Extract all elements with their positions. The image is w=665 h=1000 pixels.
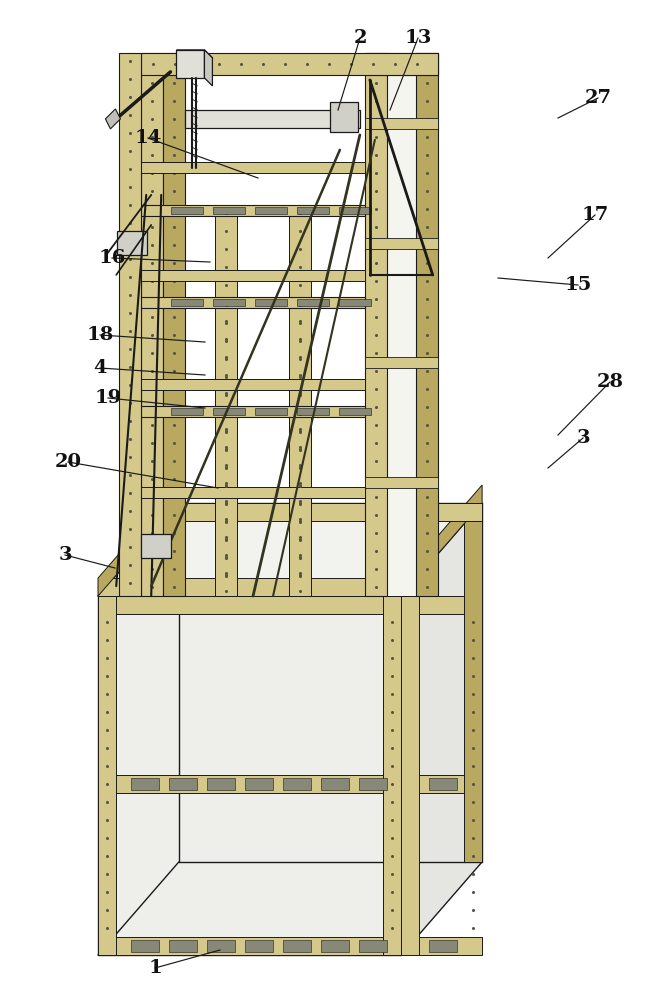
Polygon shape [339, 299, 371, 306]
Polygon shape [98, 485, 179, 596]
Polygon shape [141, 379, 365, 390]
Polygon shape [141, 53, 438, 75]
Polygon shape [204, 50, 212, 86]
Text: 14: 14 [134, 129, 162, 147]
Polygon shape [289, 297, 311, 596]
Polygon shape [141, 162, 365, 173]
Polygon shape [297, 299, 329, 306]
Polygon shape [169, 940, 197, 952]
Text: 4: 4 [93, 359, 107, 377]
Polygon shape [131, 940, 159, 952]
Polygon shape [207, 778, 235, 790]
Polygon shape [171, 207, 203, 214]
Polygon shape [106, 109, 120, 129]
Polygon shape [401, 596, 419, 955]
Polygon shape [98, 775, 401, 793]
Polygon shape [98, 937, 401, 955]
Polygon shape [98, 596, 401, 614]
Polygon shape [141, 270, 365, 281]
Polygon shape [330, 102, 358, 132]
Polygon shape [297, 408, 329, 415]
Text: 2: 2 [353, 29, 367, 47]
Polygon shape [176, 50, 204, 78]
Polygon shape [255, 207, 287, 214]
Polygon shape [401, 775, 482, 793]
Polygon shape [98, 596, 116, 955]
Polygon shape [430, 940, 458, 952]
Polygon shape [401, 596, 482, 614]
Polygon shape [163, 53, 186, 596]
Polygon shape [365, 357, 438, 368]
Polygon shape [283, 778, 311, 790]
Polygon shape [365, 477, 438, 488]
Polygon shape [141, 534, 171, 558]
Polygon shape [255, 408, 287, 415]
Polygon shape [207, 940, 235, 952]
Polygon shape [131, 778, 159, 790]
Polygon shape [141, 297, 365, 308]
Polygon shape [365, 118, 438, 129]
Polygon shape [213, 299, 245, 306]
Polygon shape [289, 406, 311, 596]
Text: 3: 3 [59, 546, 72, 564]
Polygon shape [98, 503, 482, 596]
Text: 27: 27 [585, 89, 612, 107]
Polygon shape [171, 408, 203, 415]
Polygon shape [215, 297, 237, 596]
Polygon shape [213, 207, 245, 214]
Text: 28: 28 [597, 373, 624, 391]
Polygon shape [383, 596, 401, 955]
Polygon shape [213, 408, 245, 415]
Polygon shape [255, 299, 287, 306]
Text: 20: 20 [55, 453, 82, 471]
Polygon shape [98, 578, 401, 596]
Text: 3: 3 [576, 429, 590, 447]
Polygon shape [321, 940, 349, 952]
Polygon shape [117, 231, 147, 255]
Polygon shape [169, 778, 197, 790]
Text: 16: 16 [98, 249, 126, 267]
Polygon shape [98, 596, 401, 955]
Polygon shape [401, 485, 482, 596]
Polygon shape [289, 205, 311, 596]
Polygon shape [245, 778, 273, 790]
Polygon shape [119, 53, 141, 596]
Polygon shape [171, 299, 203, 306]
Polygon shape [215, 205, 237, 596]
Polygon shape [365, 238, 438, 249]
Polygon shape [372, 53, 401, 596]
Text: 13: 13 [404, 29, 432, 47]
Polygon shape [245, 940, 273, 952]
Polygon shape [416, 53, 438, 596]
Polygon shape [283, 940, 311, 952]
Polygon shape [179, 503, 482, 521]
Polygon shape [464, 503, 482, 862]
Polygon shape [141, 406, 365, 417]
Polygon shape [359, 778, 387, 790]
Polygon shape [176, 50, 212, 58]
Text: 19: 19 [94, 389, 122, 407]
Polygon shape [365, 53, 438, 75]
Polygon shape [297, 207, 329, 214]
Text: 18: 18 [86, 326, 114, 344]
Polygon shape [186, 110, 360, 128]
Polygon shape [365, 53, 387, 596]
Polygon shape [430, 778, 458, 790]
Text: 17: 17 [581, 206, 608, 224]
Polygon shape [339, 408, 371, 415]
Text: 1: 1 [148, 959, 162, 977]
Polygon shape [141, 53, 163, 596]
Polygon shape [141, 487, 365, 498]
Text: 15: 15 [565, 276, 592, 294]
Polygon shape [387, 75, 416, 596]
Polygon shape [215, 406, 237, 596]
Polygon shape [339, 207, 371, 214]
Polygon shape [401, 937, 482, 955]
Polygon shape [321, 778, 349, 790]
Polygon shape [141, 205, 365, 216]
Polygon shape [359, 940, 387, 952]
Polygon shape [401, 503, 482, 955]
